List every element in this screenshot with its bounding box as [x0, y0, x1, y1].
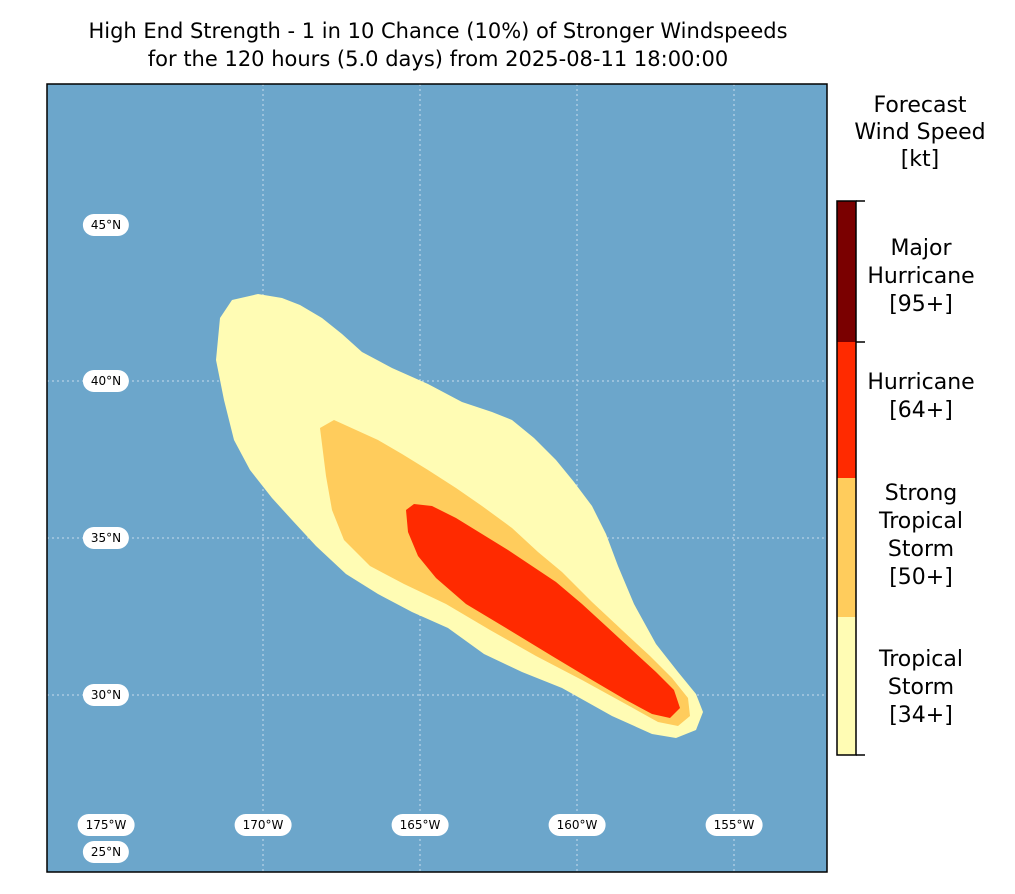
- legend-title-line: Forecast: [873, 93, 967, 118]
- legend-label-line: Tropical: [879, 509, 963, 534]
- legend-label-strong-tropical-storm: Strong Tropical Storm [50+]: [846, 480, 996, 592]
- legend-label-line: Tropical: [879, 647, 963, 672]
- legend-title: Forecast Wind Speed [kt]: [840, 92, 1000, 173]
- legend-label-line: Storm: [887, 537, 955, 562]
- legend-title-line: [kt]: [900, 147, 940, 172]
- legend-label-line: [34+]: [889, 703, 953, 728]
- legend-label-tropical-storm: Tropical Storm [34+]: [846, 646, 996, 730]
- lat-label-25n: 25°N: [82, 841, 130, 863]
- legend-label-line: Hurricane: [867, 264, 975, 289]
- colorbar: [837, 201, 856, 755]
- legend-label-major-hurricane: Major Hurricane [95+]: [846, 235, 996, 319]
- colorbar-segment-strong-tropical-storm: [837, 478, 856, 617]
- legend-label-line: [64+]: [889, 398, 953, 423]
- legend-title-line: Wind Speed: [854, 120, 986, 145]
- legend-label-line: [95+]: [889, 292, 953, 317]
- lon-label-160w: 160°W: [548, 814, 606, 836]
- chart-title-line-2: for the 120 hours (5.0 days) from 2025-0…: [147, 47, 729, 71]
- legend-label-line: Major: [890, 236, 952, 261]
- colorbar-segment-major-hurricane: [837, 201, 856, 342]
- lat-label-45n: 45°N: [82, 214, 130, 236]
- lon-label-170w: 170°W: [234, 814, 292, 836]
- legend-label-line: Hurricane: [867, 370, 975, 395]
- legend-label-hurricane: Hurricane [64+]: [846, 369, 996, 425]
- legend-label-line: Storm: [887, 675, 955, 700]
- lon-label-155w: 155°W: [705, 814, 763, 836]
- colorbar-frame: [836, 200, 865, 756]
- hurricane-swath: [406, 504, 680, 718]
- lon-label-165w: 165°W: [391, 814, 449, 836]
- legend-label-line: Strong: [884, 481, 958, 506]
- lon-label-175w: 175°W: [77, 814, 135, 836]
- map-frame: [46, 83, 828, 873]
- colorbar-segment-hurricane: [837, 342, 856, 478]
- chart-title-line-1: High End Strength - 1 in 10 Chance (10%)…: [88, 19, 788, 43]
- lat-label-40n: 40°N: [82, 370, 130, 392]
- legend-label-line: [50+]: [889, 565, 953, 590]
- colorbar-segment-tropical-storm: [837, 617, 856, 755]
- lat-label-35n: 35°N: [82, 527, 130, 549]
- lat-label-30n: 30°N: [82, 684, 130, 706]
